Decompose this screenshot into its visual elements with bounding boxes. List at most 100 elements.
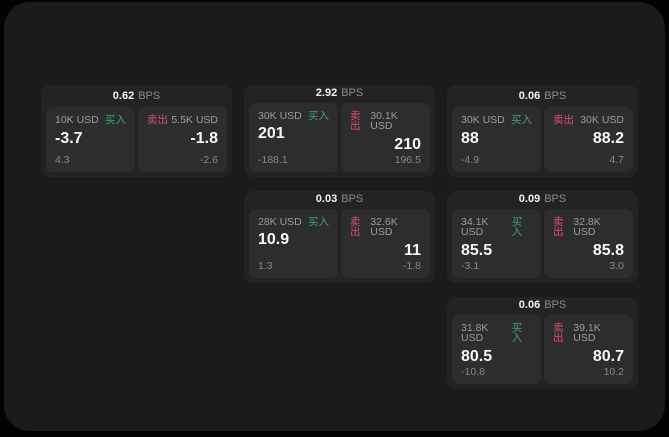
panel-top-row: 卖出 5.5K USD (147, 115, 218, 126)
buy-price: 201 (258, 125, 285, 143)
bps-value: 0.03 (315, 193, 338, 206)
panel-top-row: 10K USD 买入 (55, 115, 126, 126)
bps-header: 0.09 BPS (452, 191, 633, 209)
sell-price: 80.7 (592, 347, 624, 365)
sell-price: 210 (394, 135, 421, 153)
buy-change: -3.1 (461, 260, 480, 272)
panel-top-row: 28K USD 买入 (258, 217, 329, 228)
sell-panel[interactable]: 卖出 30.1K USD 210 196.5 (341, 102, 430, 172)
buy-change: 1.3 (258, 260, 273, 272)
buy-amount: 31.8K USD (461, 321, 489, 345)
buy-price: -3.7 (55, 129, 83, 147)
sell-amount: 32.6K USD (370, 215, 398, 239)
buy-amount: 30K USD (461, 114, 505, 126)
buy-price: 88 (461, 129, 479, 147)
panel-top-row: 卖出 39.1K USD (553, 323, 624, 344)
buy-change: -188.1 (258, 154, 288, 166)
buy-side-label: 买入 (308, 109, 329, 122)
sell-amount: 39.1K USD (573, 321, 601, 345)
sell-amount: 30.1K USD (370, 109, 398, 133)
bps-value: 0.06 (518, 89, 541, 102)
bps-header: 0.62 BPS (46, 85, 227, 107)
bps-unit-label: BPS (341, 193, 364, 206)
sell-change: 3.0 (609, 260, 624, 272)
panel-top-row: 34.1K USD 买入 (461, 217, 532, 238)
sell-panel[interactable]: 卖出 32.8K USD 85.8 3.0 (544, 208, 633, 278)
panel-top-row: 30K USD 买入 (461, 115, 532, 126)
quote-card: 0.03 BPS 28K USD 买入 10.9 1.3 卖出 32.6K US… (244, 191, 435, 283)
sell-change: -2.6 (199, 154, 218, 166)
buy-price: 10.9 (258, 231, 290, 249)
sell-amount: 5.5K USD (171, 114, 218, 126)
panel-top-row: 30K USD 买入 (258, 111, 329, 122)
buy-amount: 28K USD (258, 215, 302, 228)
quote-panels: 30K USD 买入 88 -4.9 卖出 30K USD 88.2 4.7 (452, 107, 633, 172)
bps-unit-label: BPS (138, 89, 161, 102)
sell-side-label: 卖出 (553, 215, 564, 239)
buy-panel[interactable]: 10K USD 买入 -3.7 4.3 (46, 107, 135, 172)
quote-panels: 31.8K USD 买入 80.5 -10.8 卖出 39.1K USD 80.… (452, 314, 633, 384)
quote-panels: 28K USD 买入 10.9 1.3 卖出 32.6K USD 11 -1.8 (249, 208, 430, 278)
sell-amount: 32.8K USD (573, 215, 601, 239)
buy-panel[interactable]: 34.1K USD 买入 85.5 -3.1 (452, 208, 541, 278)
buy-amount: 10K USD (55, 114, 99, 126)
panel-top-row: 卖出 32.8K USD (553, 217, 624, 238)
bps-unit-label: BPS (341, 87, 364, 100)
quote-card: 0.06 BPS 31.8K USD 买入 80.5 -10.8 卖出 39.1… (447, 297, 638, 389)
buy-panel[interactable]: 31.8K USD 买入 80.5 -10.8 (452, 314, 541, 384)
bps-unit-label: BPS (544, 193, 567, 206)
sell-change: 10.2 (603, 366, 624, 378)
sell-price: -1.8 (190, 129, 218, 147)
app-panel: 0.62 BPS 10K USD 买入 -3.7 4.3 卖出 5.5K USD (4, 2, 665, 431)
buy-side-label: 买入 (511, 215, 523, 239)
buy-amount: 30K USD (258, 109, 302, 122)
buy-panel[interactable]: 28K USD 买入 10.9 1.3 (249, 208, 338, 278)
bps-value: 0.62 (112, 89, 135, 102)
quote-card: 0.09 BPS 34.1K USD 买入 85.5 -3.1 卖出 32.8K… (447, 191, 638, 283)
quote-cards-grid: 0.62 BPS 10K USD 买入 -3.7 4.3 卖出 5.5K USD (41, 85, 638, 389)
bps-header: 0.03 BPS (249, 191, 430, 209)
sell-change: 196.5 (394, 154, 421, 166)
bps-value: 2.92 (315, 87, 338, 100)
buy-price: 85.5 (461, 241, 493, 259)
sell-side-label: 卖出 (553, 321, 564, 345)
bps-header: 0.06 BPS (452, 297, 633, 315)
buy-amount: 34.1K USD (461, 215, 489, 239)
panel-top-row: 卖出 32.6K USD (350, 217, 421, 238)
buy-change: 4.3 (55, 154, 70, 166)
buy-change: -10.8 (461, 366, 485, 378)
panel-top-row: 卖出 30K USD (553, 115, 624, 126)
buy-side-label: 买入 (308, 215, 329, 228)
buy-side-label: 买入 (105, 114, 126, 126)
buy-panel[interactable]: 30K USD 买入 201 -188.1 (249, 102, 338, 172)
bps-unit-label: BPS (544, 299, 567, 312)
sell-price: 88.2 (592, 129, 624, 147)
buy-change: -4.9 (461, 154, 480, 166)
sell-panel[interactable]: 卖出 5.5K USD -1.8 -2.6 (138, 107, 227, 172)
buy-side-label: 买入 (511, 321, 523, 345)
sell-amount: 30K USD (580, 114, 624, 126)
bps-value: 0.09 (518, 193, 541, 206)
quote-panels: 10K USD 买入 -3.7 4.3 卖出 5.5K USD -1.8 -2.… (46, 107, 227, 172)
sell-price: 85.8 (592, 241, 624, 259)
bps-header: 2.92 BPS (249, 85, 430, 103)
sell-side-label: 卖出 (147, 114, 168, 126)
quote-panels: 34.1K USD 买入 85.5 -3.1 卖出 32.8K USD 85.8… (452, 208, 633, 278)
bps-header: 0.06 BPS (452, 85, 633, 107)
bps-unit-label: BPS (544, 89, 567, 102)
sell-panel[interactable]: 卖出 32.6K USD 11 -1.8 (341, 208, 430, 278)
quote-panels: 30K USD 买入 201 -188.1 卖出 30.1K USD 210 1… (249, 102, 430, 172)
panel-top-row: 卖出 30.1K USD (350, 111, 421, 132)
quote-card: 0.06 BPS 30K USD 买入 88 -4.9 卖出 30K USD (447, 85, 638, 177)
buy-panel[interactable]: 30K USD 买入 88 -4.9 (452, 107, 541, 172)
sell-side-label: 卖出 (553, 114, 574, 126)
buy-price: 80.5 (461, 347, 493, 365)
sell-panel[interactable]: 卖出 30K USD 88.2 4.7 (544, 107, 633, 172)
sell-panel[interactable]: 卖出 39.1K USD 80.7 10.2 (544, 314, 633, 384)
sell-change: 4.7 (609, 154, 624, 166)
quote-card: 2.92 BPS 30K USD 买入 201 -188.1 卖出 30.1K … (244, 85, 435, 177)
sell-price: 11 (404, 241, 421, 259)
bps-value: 0.06 (518, 299, 541, 312)
sell-side-label: 卖出 (350, 109, 361, 133)
buy-side-label: 买入 (511, 114, 532, 126)
